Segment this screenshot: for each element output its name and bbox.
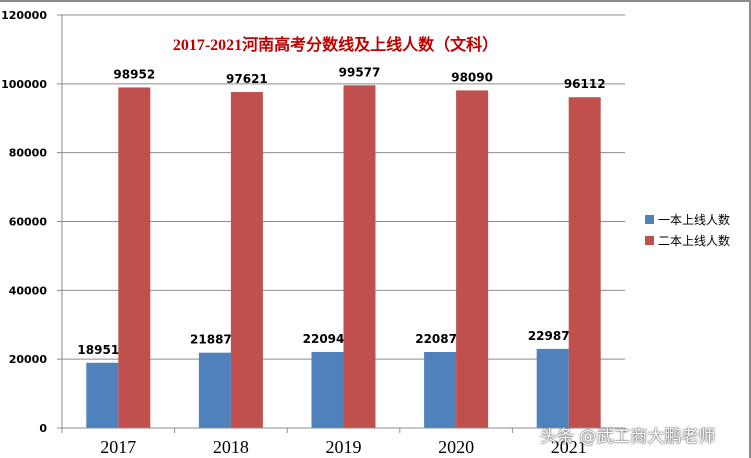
bar [118, 87, 151, 429]
legend-item-series-2: 二本上线人数 [645, 230, 730, 251]
y-tick-label: 40000 [9, 284, 48, 297]
x-tick-label: 2017 [100, 437, 136, 457]
bar [86, 362, 119, 428]
bar [311, 351, 344, 428]
x-tick-label: 2020 [438, 437, 474, 457]
x-tick-label: 2019 [326, 437, 362, 457]
legend-swatch-blue-icon [645, 215, 654, 224]
bar [456, 90, 489, 428]
data-label: 98090 [451, 70, 493, 84]
legend-label: 一本上线人数 [658, 213, 731, 227]
data-label: 18951 [77, 343, 119, 357]
legend-item-series-1: 一本上线人数 [645, 209, 730, 230]
x-tick-label: 2018 [213, 437, 249, 457]
data-label: 21887 [190, 333, 232, 347]
y-tick-label: 120000 [1, 9, 47, 22]
bar [343, 85, 376, 429]
y-tick-label: 60000 [9, 216, 48, 229]
legend: 一本上线人数 二本上线人数 [645, 209, 730, 251]
legend-swatch-red-icon [645, 236, 654, 245]
bar [568, 97, 601, 428]
data-label: 98952 [113, 67, 155, 81]
x-tick-label: 2021 [551, 437, 587, 457]
data-label: 99577 [339, 65, 381, 79]
chart-title: 2017-2021河南高考分数线及上线人数（文科） [172, 37, 499, 54]
data-label: 97621 [226, 72, 268, 86]
y-tick-label: 0 [39, 422, 47, 435]
y-tick-label: 20000 [9, 353, 48, 366]
data-label: 22987 [528, 329, 570, 343]
y-tick-label: 80000 [9, 147, 48, 160]
watermark: 头条 @武工商大鹏老师 [540, 427, 716, 447]
data-label: 22094 [303, 332, 345, 346]
bar [424, 351, 457, 428]
legend-label: 二本上线人数 [658, 234, 731, 248]
data-label: 22087 [415, 332, 457, 346]
bar [536, 348, 569, 428]
bar [230, 92, 263, 428]
data-label: 96112 [564, 77, 606, 91]
y-tick-label: 100000 [1, 78, 47, 91]
bar [198, 352, 231, 428]
